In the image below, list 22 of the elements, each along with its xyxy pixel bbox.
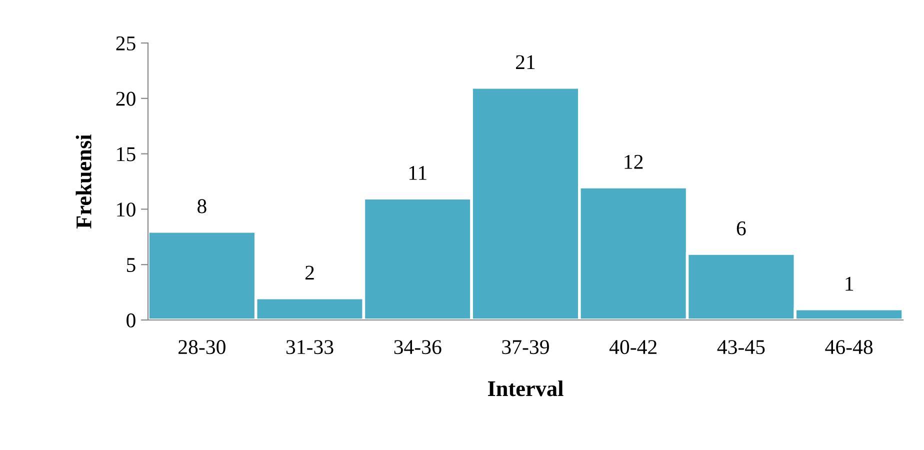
x-tick-label: 43-45: [717, 340, 765, 354]
y-tick-label: 15: [117, 147, 136, 162]
data-label: 6: [736, 221, 746, 236]
x-tick-label: 37-39: [502, 340, 549, 354]
y-tick-label: 10: [117, 202, 136, 217]
y-axis-title: Frekuensi: [76, 134, 92, 228]
x-tick-label: 34-36: [394, 340, 442, 354]
x-axis-title: Interval: [488, 380, 564, 396]
x-tick-label: 40-42: [609, 340, 657, 354]
x-tick-label: 28-30: [178, 340, 226, 354]
y-tick-label: 5: [126, 258, 136, 272]
data-label: 11: [409, 166, 426, 180]
data-label: 1: [846, 276, 854, 291]
data-label: 2: [305, 266, 314, 280]
data-label: 21: [516, 55, 535, 69]
x-tick-label: 31-33: [286, 340, 334, 354]
y-tick-label: 20: [116, 92, 136, 106]
data-label: 12: [624, 154, 643, 169]
x-tick-label: 46-48: [825, 340, 873, 354]
y-tick-label: 25: [116, 36, 136, 50]
y-tick-label: 0: [126, 313, 136, 328]
data-label: 8: [198, 199, 206, 214]
